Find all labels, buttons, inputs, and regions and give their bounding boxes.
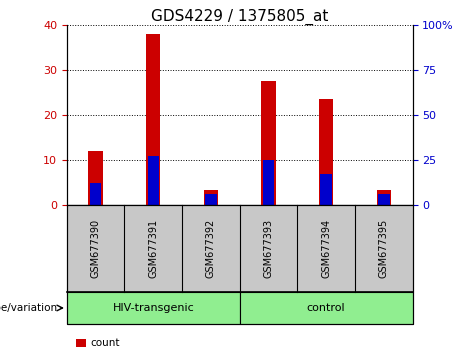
Bar [148,156,159,205]
Text: genotype/variation: genotype/variation [0,303,58,313]
Text: GSM677395: GSM677395 [379,219,389,278]
Text: control: control [307,303,345,313]
Bar [263,160,274,205]
Bar [261,81,276,205]
Bar [320,174,332,205]
Bar [205,194,217,205]
Bar [204,189,218,205]
Bar [90,183,101,205]
Text: count: count [90,338,119,348]
Text: GSM677392: GSM677392 [206,219,216,278]
Bar [378,194,390,205]
Bar [377,189,391,205]
Text: GSM677391: GSM677391 [148,219,158,278]
Text: GSM677394: GSM677394 [321,219,331,278]
Bar [319,99,333,205]
Bar [146,34,160,205]
Title: GDS4229 / 1375805_at: GDS4229 / 1375805_at [151,8,328,25]
Text: HIV-transgenic: HIV-transgenic [112,303,194,313]
Text: GSM677390: GSM677390 [91,219,100,278]
Text: GSM677393: GSM677393 [264,219,273,278]
Bar [89,151,103,205]
